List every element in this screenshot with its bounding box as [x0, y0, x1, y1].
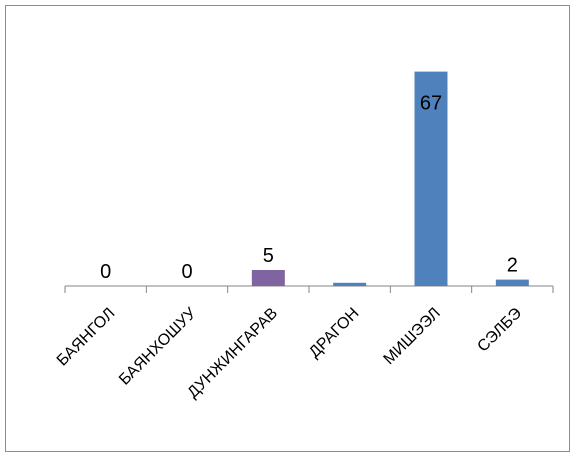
bars-group — [251, 71, 529, 286]
category-label: СЭЛБЭ — [474, 305, 525, 356]
category-label: ДУНЖИНГАРАВ — [184, 305, 281, 402]
bar — [251, 270, 285, 286]
chart-frame — [5, 5, 570, 452]
category-label: МИШЭЭЛ — [381, 305, 444, 368]
data-label: 2 — [507, 255, 518, 277]
data-labels-group: 0 0 5 67 2 — [100, 93, 518, 283]
bar — [333, 282, 367, 286]
category-label: ДРАГОН — [306, 305, 362, 361]
bar — [414, 71, 448, 286]
data-label: 0 — [100, 261, 111, 283]
x-axis-ticks — [64, 286, 554, 293]
data-label: 5 — [263, 245, 274, 267]
category-label: БАЯНХОШУУ — [116, 304, 200, 388]
category-label: БАЯНГОЛ — [54, 305, 119, 370]
data-label: 67 — [420, 93, 442, 115]
bar — [495, 279, 529, 286]
data-label: 0 — [181, 261, 192, 283]
